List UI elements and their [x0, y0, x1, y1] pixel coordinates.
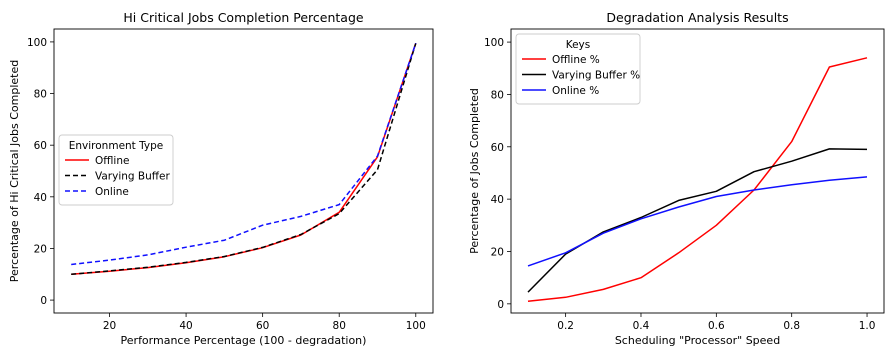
chart-1: Hi Critical Jobs Completion Percentage 20…	[8, 10, 434, 346]
legend-title: Environment Type	[69, 140, 164, 152]
x-tick-label: 1.0	[859, 320, 876, 332]
plot-frame	[53, 28, 434, 314]
legend-label: Online %	[552, 85, 599, 97]
legend-label: Offline %	[552, 54, 600, 66]
x-axis-label: Scheduling "Processor" Speed	[615, 334, 780, 346]
x-axis-label: Performance Percentage (100 - degradatio…	[121, 334, 367, 346]
series-line-1	[527, 57, 868, 302]
legend-box	[58, 134, 174, 206]
series-line-3	[71, 42, 417, 266]
chart-title: Degradation Analysis Results	[606, 10, 788, 25]
plot-frame	[510, 28, 885, 314]
y-tick-label: 100	[27, 37, 47, 49]
legend-label: Varying Buffer	[95, 171, 170, 183]
x-tick-label: 0.6	[708, 320, 725, 332]
legend-label: Offline	[95, 155, 129, 167]
y-tick-label: 100	[484, 37, 504, 49]
y-tick-label: 0	[40, 295, 47, 307]
y-tick-label: 40	[34, 192, 47, 204]
y-tick-label: 60	[34, 140, 47, 152]
y-tick-label: 60	[491, 142, 504, 154]
legend-label: Online	[95, 186, 129, 198]
series-line-3	[527, 176, 868, 267]
x-tick-label: 0.4	[633, 320, 650, 332]
legend-label: Varying Buffer %	[552, 70, 640, 82]
y-tick-label: 20	[491, 246, 504, 258]
series-line-2	[71, 42, 417, 276]
series-line-2	[527, 148, 868, 293]
legend-title: Keys	[566, 39, 591, 51]
y-tick-label: 80	[491, 89, 504, 101]
x-tick-label: 0.2	[557, 320, 574, 332]
x-tick-label: 20	[103, 320, 116, 332]
y-tick-label: 0	[497, 299, 504, 311]
x-tick-label: 40	[179, 320, 192, 332]
legend-box	[515, 33, 641, 105]
chart-title: Hi Critical Jobs Completion Percentage	[123, 10, 363, 25]
x-tick-label: 100	[406, 320, 426, 332]
y-tick-label: 80	[34, 89, 47, 101]
legend: Environment Type Offline Varying Buffer Onl…	[58, 134, 174, 206]
chart-2: Degradation Analysis Results 0.2 0.4 0.6 0.8…	[468, 10, 885, 346]
y-axis-label: Percentage of Hi Critical Jobs Completed	[8, 60, 21, 282]
x-tick-label: 60	[256, 320, 269, 332]
y-tick-label: 40	[491, 194, 504, 206]
y-axis-label: Percentage of Jobs Completed	[468, 88, 481, 254]
y-tick-label: 20	[34, 243, 47, 255]
legend: Keys Offline % Varying Buffer % Online %	[515, 33, 641, 105]
x-tick-label: 0.8	[783, 320, 800, 332]
x-tick-label: 80	[333, 320, 346, 332]
